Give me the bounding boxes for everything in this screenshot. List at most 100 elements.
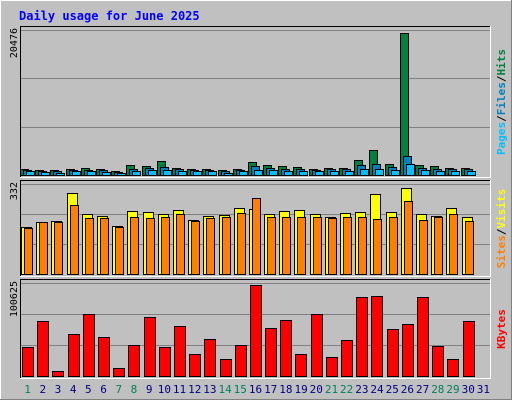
bar-kbytes	[83, 314, 95, 377]
bar-sites	[24, 228, 33, 275]
bar-kbytes	[144, 317, 156, 377]
x-tick-label: 7	[115, 383, 122, 396]
x-tick-label: 21	[325, 383, 338, 396]
bar-kbytes	[68, 334, 80, 377]
series-axis-label-part: Files	[495, 82, 508, 115]
bar-pages	[163, 170, 172, 176]
bar-sites	[282, 217, 291, 275]
x-tick-label: 6	[100, 383, 107, 396]
bar-kbytes	[326, 357, 338, 377]
x-tick-label: 2	[39, 383, 46, 396]
bar-pages	[406, 164, 415, 176]
bar-sites	[313, 217, 322, 275]
series-axis-label-part: Hits	[495, 49, 508, 76]
y-max-label: 100625	[9, 281, 20, 317]
x-tick-label: 26	[401, 383, 414, 396]
series-axis-label-part: Visits	[495, 189, 508, 229]
x-tick-label: 19	[294, 383, 307, 396]
series-axis-label-part: /	[495, 115, 508, 122]
y-max-label: 332	[9, 182, 20, 200]
x-tick-label: 24	[370, 383, 384, 396]
x-tick-label: 8	[131, 383, 138, 396]
x-tick-label: 20	[310, 383, 323, 396]
bar-kbytes	[447, 359, 459, 377]
x-tick-label: 28	[431, 383, 444, 396]
bar-kbytes	[37, 321, 49, 377]
bar-pages	[375, 169, 384, 176]
bar-sites	[404, 201, 413, 275]
bar-kbytes	[113, 368, 125, 377]
day-labels: 1 2 3 4 5 6 7 8 9 10 11 12 13 14 15 16 17 18 19 20 21 22 23 24 2…	[24, 383, 490, 396]
bar-pages	[132, 171, 141, 176]
bar-pages	[269, 170, 278, 176]
bar-sites	[146, 218, 155, 275]
bar-pages	[345, 171, 354, 176]
bar-kbytes	[128, 345, 140, 377]
bar-kbytes	[463, 321, 475, 377]
panel-kbytes: 100625 KBytes	[9, 279, 508, 379]
x-tick-label: 22	[340, 383, 353, 396]
bar-pages	[224, 173, 233, 176]
x-tick-label: 10	[158, 383, 171, 396]
bar-kbytes	[280, 320, 292, 377]
bar-pages	[436, 171, 445, 176]
bar-sites	[343, 217, 352, 275]
bar-pages	[87, 171, 96, 176]
bar-sites	[206, 218, 215, 275]
bar-kbytes	[341, 340, 353, 377]
bar-pages	[467, 171, 476, 176]
bar-sites	[222, 217, 231, 275]
bar-kbytes	[174, 326, 186, 377]
x-tick-label: 9	[146, 383, 153, 396]
bar-pages	[421, 170, 430, 176]
chart-panels: 20476Pages/Files/Hits332Sites/Visits1006…	[9, 26, 508, 379]
bar-sites	[358, 217, 367, 275]
chart-title: Daily usage for June 2025	[19, 9, 200, 23]
bar-sites	[434, 217, 443, 275]
series-axis-label-part: Pages	[495, 122, 508, 155]
series-axis-label: KBytes	[495, 309, 508, 349]
bar-sites	[130, 217, 139, 275]
bar-kbytes	[432, 346, 444, 377]
bar-sites	[237, 213, 246, 275]
bar-pages	[239, 171, 248, 176]
bar-kbytes	[98, 337, 110, 377]
bar-kbytes	[159, 347, 171, 377]
bar-kbytes	[265, 328, 277, 377]
bar-sites	[100, 218, 109, 275]
x-tick-label: 27	[416, 383, 429, 396]
x-tick-label: 4	[70, 383, 77, 396]
bar-kbytes	[356, 297, 368, 377]
bar-sites	[297, 217, 306, 275]
bar-kbytes	[295, 354, 307, 377]
bar-pages	[193, 171, 202, 176]
x-tick-label: 12	[188, 383, 201, 396]
bar-kbytes	[311, 314, 323, 377]
bar-pages	[41, 172, 50, 176]
series-axis-label: Pages/Files/Hits	[495, 49, 508, 155]
x-tick-label: 31	[477, 383, 490, 396]
x-tick-label: 13	[203, 383, 216, 396]
bar-pages	[148, 170, 157, 176]
bar-sites	[252, 198, 261, 275]
bar-pages	[208, 171, 217, 176]
x-tick-label: 30	[462, 383, 475, 396]
series-axis-label-part: Sites	[495, 235, 508, 268]
bar-pages	[299, 171, 308, 176]
bar-pages	[178, 171, 187, 176]
bar-sites	[191, 221, 200, 275]
x-tick-label: 11	[173, 383, 186, 396]
bar-sites	[115, 227, 124, 275]
bar-kbytes	[402, 324, 414, 377]
bar-pages	[391, 170, 400, 176]
bar-sites	[373, 219, 382, 275]
bar-pages	[117, 173, 126, 176]
bar-kbytes	[235, 345, 247, 377]
x-tick-label: 5	[85, 383, 92, 396]
bar-pages	[26, 171, 35, 176]
series-axis-label-part: /	[495, 228, 508, 235]
bar-sites	[161, 217, 170, 275]
x-tick-label: 25	[386, 383, 399, 396]
